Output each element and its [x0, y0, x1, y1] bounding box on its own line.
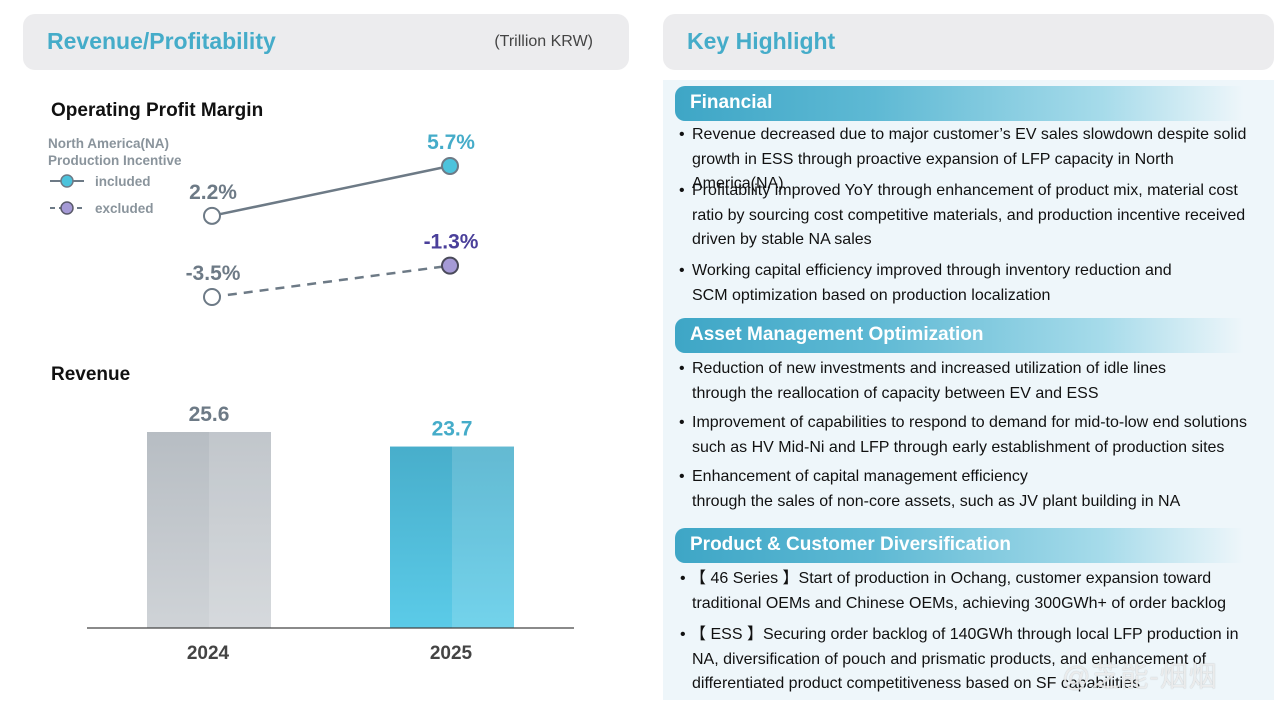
watermark: @芝能-烟烟 [1062, 661, 1218, 692]
opm-included-line [211, 164, 451, 218]
legend-included-marker [60, 174, 74, 188]
legend-title-line1: North America(NA) [48, 136, 169, 151]
bullet-asset-2: Improvement of capabilities to respond t… [679, 411, 1267, 460]
bullet-product-1: • 【 46 Series 】Start of production in Oc… [680, 570, 1227, 612]
bullet-product-2: • 【 ESS 】Securing order backlog of 140GW… [680, 626, 1239, 692]
right-header-title: Key Highlight [687, 28, 836, 54]
revenue-value-2024: 25.6 [189, 403, 230, 426]
left-header-title: Revenue/Profitability [47, 28, 276, 54]
band-financial-title: Financial [690, 92, 773, 113]
band-asset-management-title: Asset Management Optimization [690, 324, 984, 345]
charts-canvas: North America(NA) Production Incentive inc… [48, 131, 574, 664]
bullet-financial-3: Working capital efficiency improved thro… [679, 259, 1267, 308]
revenue-bar-2024 [147, 432, 271, 628]
legend-title-line2: Production Incentive [48, 153, 182, 168]
opm-included-label-2025: 5.7% [427, 131, 475, 154]
opm-excluded-point-2024 [203, 288, 221, 306]
revenue-xtick-2024: 2024 [187, 643, 230, 664]
band-asset-management: Asset Management Optimization [675, 318, 1244, 353]
legend-included-label: included [95, 174, 151, 189]
opm-included-label-2024: 2.2% [189, 181, 237, 204]
band-product-customer: Product & Customer Diversification [675, 528, 1244, 563]
bullet-asset-3: Enhancement of capital management effici… [679, 465, 1267, 514]
revenue-value-2025: 23.7 [432, 418, 473, 441]
revenue-bar-highlight-2025 [452, 446, 514, 628]
unit-label: (Trillion KRW) [494, 33, 593, 50]
legend-excluded-marker [60, 201, 74, 215]
bullet-financial-2: Profitability improved YoY through enhan… [679, 179, 1267, 253]
revenue-bar-highlight-2024 [209, 432, 271, 628]
legend-excluded-label: excluded [95, 201, 154, 216]
opm-excluded-point-2025 [441, 256, 459, 275]
opm-excluded-line [211, 264, 451, 299]
opm-excluded-label-2025: -1.3% [424, 231, 479, 254]
band-financial: Financial [675, 86, 1244, 121]
right-header: Key Highlight [663, 14, 1274, 70]
revenue-xtick-2025: 2025 [430, 643, 473, 664]
opm-included-point-2025 [441, 157, 459, 175]
bullet-asset-1: Reduction of new investments and increas… [679, 357, 1267, 406]
opm-excluded-label-2024: -3.5% [186, 262, 241, 285]
opm-included-point-2024 [203, 206, 221, 225]
revenue-chart-title: Revenue [51, 364, 131, 385]
left-header: Revenue/Profitability (Trillion KRW) [23, 14, 629, 70]
band-product-customer-title: Product & Customer Diversification [690, 534, 1011, 555]
revenue-bar-2025 [390, 446, 514, 628]
opm-chart-title: Operating Profit Margin [51, 100, 264, 121]
